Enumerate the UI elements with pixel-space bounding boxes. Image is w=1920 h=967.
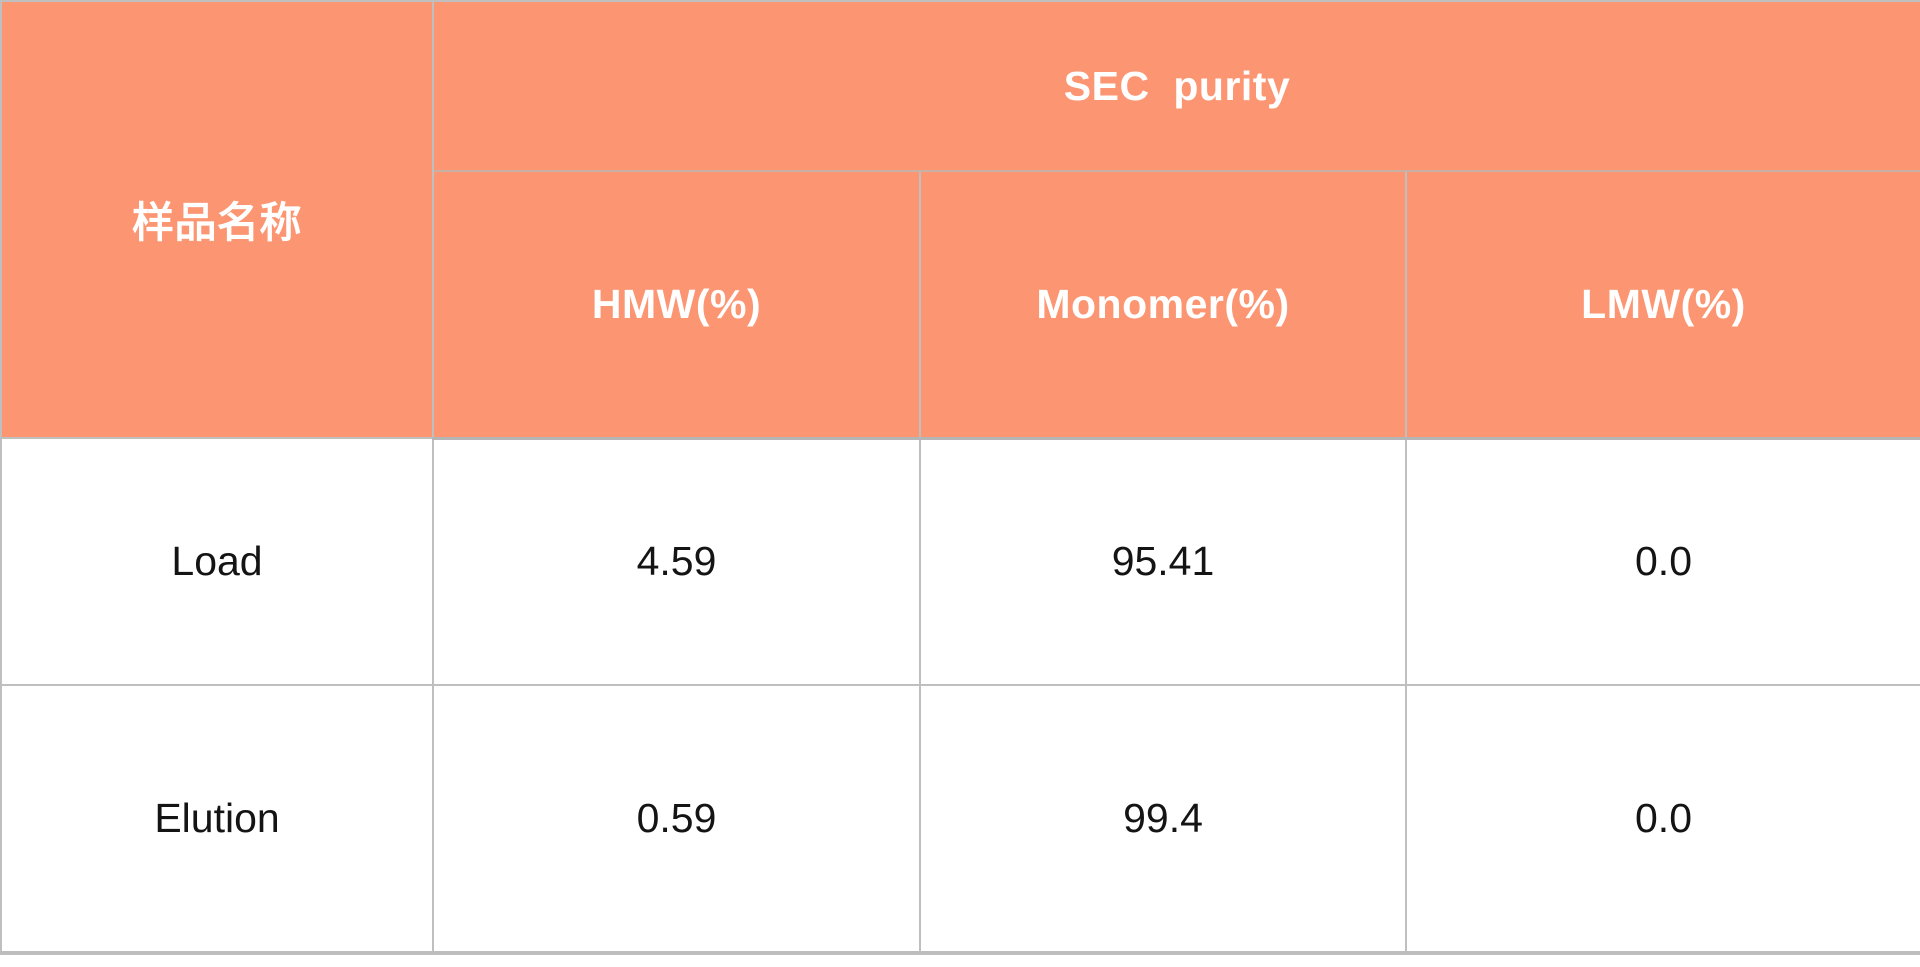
sample-name-header-cell: 样品名称: [0, 0, 434, 440]
monomer-header-cell: Monomer(%): [919, 170, 1407, 440]
header-group-row: 样品名称 SEC purity: [0, 0, 1920, 440]
row-elution-label-cell: Elution: [0, 683, 434, 955]
hmw-header-cell: HMW(%): [432, 170, 921, 440]
row-elution-lmw-cell: 0.0: [1404, 683, 1920, 955]
lmw-header-cell: LMW(%): [1404, 170, 1920, 440]
table-row-elution: Elution 0.59 99.4 0.0: [0, 683, 1920, 955]
sec-purity-group-header-cell: SEC purity: [431, 0, 1920, 173]
row-load-hmw-cell: 4.59: [432, 437, 921, 686]
row-elution-monomer-cell: 99.4: [919, 683, 1407, 955]
row-elution-hmw-cell: 0.59: [432, 683, 921, 955]
row-load-monomer-cell: 95.41: [919, 437, 1407, 686]
header-subcolumns-row: HMW(%) Monomer(%) LMW(%): [1, 170, 1920, 440]
row-load-lmw-cell: 0.0: [1404, 437, 1920, 686]
row-load-label-cell: Load: [0, 437, 434, 686]
table-row-load: Load 4.59 95.41 0.0: [0, 437, 1920, 686]
